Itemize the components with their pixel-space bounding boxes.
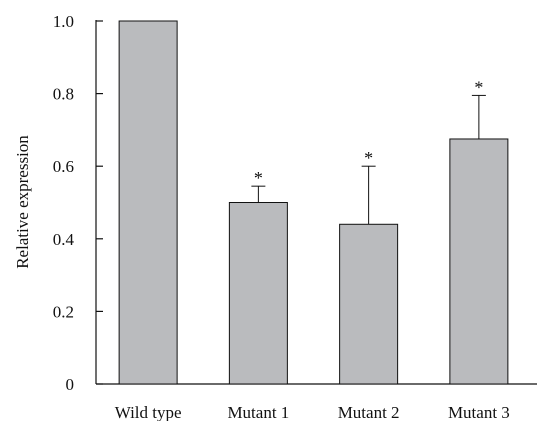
bar (118, 20, 178, 385)
x-tick-labels: Wild type Mutant 1 Mutant 2 Mutant 3 (115, 403, 510, 421)
error-bars (251, 94, 486, 225)
significance-star: * (364, 148, 373, 168)
significance-star: * (254, 168, 263, 188)
bar (228, 202, 288, 385)
y-tick-label: 0.4 (53, 230, 75, 249)
x-tick-label: Mutant 2 (338, 403, 400, 421)
y-axis-label: Relative expression (13, 135, 32, 269)
y-tick-label: 0 (66, 375, 75, 394)
y-tick-label: 1.0 (53, 12, 74, 31)
bar (449, 138, 509, 385)
y-tick-label: 0.8 (53, 85, 74, 104)
bar (339, 223, 399, 385)
x-tick-label: Mutant 3 (448, 403, 510, 421)
x-tick-label: Wild type (115, 403, 182, 421)
bars (118, 20, 509, 385)
y-ticks: 0 0.2 0.4 0.6 0.8 1.0 (53, 12, 103, 394)
significance-markers: * * * (254, 77, 484, 188)
x-tick-label: Mutant 1 (227, 403, 289, 421)
y-tick-label: 0.2 (53, 302, 74, 321)
y-tick-label: 0.6 (53, 157, 74, 176)
significance-star: * (474, 77, 483, 97)
